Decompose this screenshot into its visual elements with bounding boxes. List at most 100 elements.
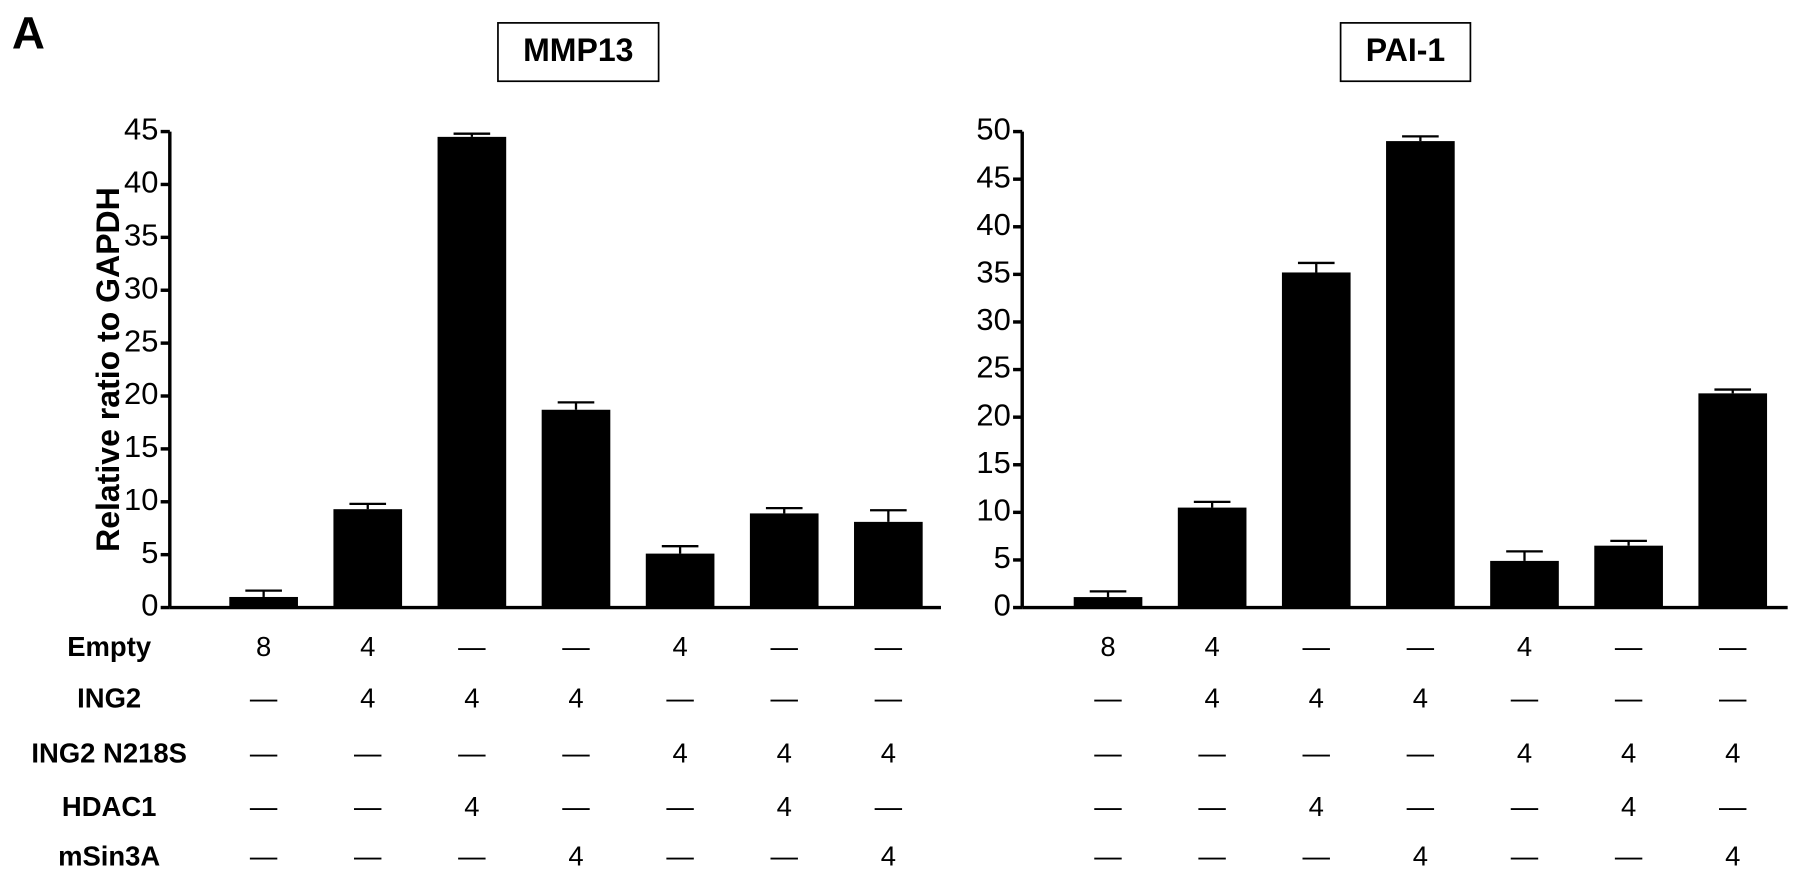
bar	[1698, 393, 1768, 608]
condition-cell: —	[1303, 840, 1331, 871]
condition-cell: —	[1407, 631, 1435, 662]
condition-cell: —	[1303, 737, 1331, 768]
condition-cell: 4	[360, 682, 375, 713]
condition-cell: 4	[464, 682, 479, 713]
y-tick-label: 25	[124, 323, 158, 358]
bar	[229, 596, 298, 608]
condition-cell: —	[1719, 682, 1747, 713]
bar	[749, 513, 819, 608]
condition-cell: 4	[881, 737, 896, 768]
condition-cell: 4	[1725, 737, 1740, 768]
condition-cell: 4	[1309, 682, 1324, 713]
condition-label: ING2	[77, 682, 141, 713]
bar	[854, 521, 923, 608]
condition-cell: —	[1094, 682, 1122, 713]
condition-cell: —	[1511, 791, 1539, 822]
y-tick-label: 40	[124, 165, 158, 200]
condition-cell: 4	[672, 631, 687, 662]
condition-cell: 4	[1621, 737, 1636, 768]
bar	[1490, 560, 1559, 608]
y-tick-label: 0	[141, 588, 158, 623]
condition-cell: —	[354, 840, 382, 871]
condition-cell: —	[1615, 631, 1643, 662]
condition-cell: —	[354, 791, 382, 822]
condition-label: Empty	[67, 631, 152, 662]
title-box	[1339, 22, 1472, 83]
condition-cell: —	[1511, 840, 1539, 871]
condition-cell: —	[1615, 840, 1643, 871]
condition-cell: —	[1511, 682, 1539, 713]
y-tick-label: 15	[124, 429, 158, 464]
y-tick-label: 5	[141, 535, 158, 570]
y-tick-label: 45	[976, 159, 1010, 194]
condition-cell: —	[1407, 737, 1435, 768]
condition-cell: 4	[777, 737, 792, 768]
condition-cell: —	[458, 840, 486, 871]
y-tick-label: 0	[994, 588, 1011, 623]
bar	[1594, 545, 1663, 608]
condition-cell: —	[1719, 791, 1747, 822]
condition-cell: —	[875, 791, 903, 822]
y-tick-label: 5	[994, 540, 1011, 575]
bar	[333, 509, 403, 608]
condition-cell: —	[1198, 840, 1226, 871]
condition-cell: —	[771, 840, 799, 871]
title-box	[497, 22, 660, 83]
condition-cell: 8	[256, 631, 271, 662]
condition-cell: 4	[1309, 791, 1324, 822]
condition-cell: 4	[1621, 791, 1636, 822]
condition-cell: —	[666, 791, 694, 822]
y-tick-label: 25	[976, 350, 1010, 385]
condition-cell: —	[562, 737, 590, 768]
y-axis-label: Relative ratio to GAPDH	[90, 187, 126, 552]
y-tick-label: 10	[124, 482, 158, 517]
condition-cell: —	[666, 682, 694, 713]
condition-cell: —	[1094, 840, 1122, 871]
y-tick-label: 50	[976, 112, 1010, 147]
condition-cell: —	[458, 631, 486, 662]
bar	[1177, 507, 1247, 608]
condition-cell: 4	[464, 791, 479, 822]
condition-cell: —	[1303, 631, 1331, 662]
condition-cell: —	[1094, 791, 1122, 822]
y-tick-label: 35	[124, 218, 158, 253]
panel-label: A	[12, 8, 45, 59]
condition-cell: —	[250, 840, 278, 871]
condition-label: ING2 N218S	[31, 737, 187, 768]
y-tick-label: 35	[976, 255, 1010, 290]
condition-cell: —	[1094, 737, 1122, 768]
chart-title: PAI-1	[1366, 32, 1445, 68]
condition-cell: —	[1407, 791, 1435, 822]
condition-cell: —	[875, 631, 903, 662]
condition-cell: 4	[568, 682, 583, 713]
condition-cell: —	[1198, 737, 1226, 768]
bar	[1073, 597, 1143, 608]
condition-cell: —	[250, 791, 278, 822]
condition-cell: 4	[1413, 682, 1428, 713]
condition-cell: 4	[672, 737, 687, 768]
condition-cell: —	[250, 682, 278, 713]
condition-cell: —	[771, 682, 799, 713]
condition-cell: 4	[1725, 840, 1740, 871]
condition-cell: —	[875, 682, 903, 713]
condition-cell: 8	[1100, 631, 1115, 662]
condition-cell: —	[1198, 791, 1226, 822]
condition-cell: —	[666, 840, 694, 871]
bar	[1281, 272, 1351, 608]
y-tick-label: 20	[124, 376, 158, 411]
condition-cell: 4	[1517, 737, 1532, 768]
bar	[1386, 141, 1455, 608]
bar	[437, 136, 507, 608]
condition-cell: 4	[777, 791, 792, 822]
condition-cell: —	[250, 737, 278, 768]
condition-cell: —	[562, 631, 590, 662]
bar	[541, 409, 611, 608]
condition-cell: 4	[881, 840, 896, 871]
y-tick-label: 30	[976, 302, 1010, 337]
y-tick-label: 30	[124, 270, 158, 305]
condition-cell: —	[1615, 682, 1643, 713]
condition-cell: 4	[1205, 631, 1220, 662]
condition-cell: —	[562, 791, 590, 822]
y-tick-label: 40	[976, 207, 1010, 242]
